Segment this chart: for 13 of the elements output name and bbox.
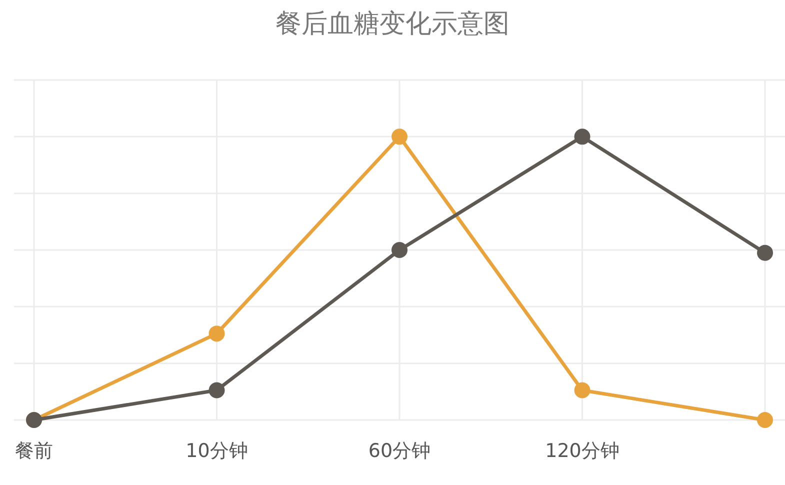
point: [392, 242, 408, 258]
point: [574, 128, 590, 145]
point: [208, 382, 225, 398]
point: [208, 326, 225, 342]
x-tick-label: 餐前: [15, 440, 53, 462]
point: [757, 412, 773, 428]
chart-title: 餐后血糖变化示意图: [276, 9, 510, 39]
point: [392, 128, 408, 145]
point: [574, 382, 590, 398]
point: [757, 244, 773, 261]
x-tick-label: 120分钟: [545, 440, 620, 462]
x-tick-label: 10分钟: [186, 440, 248, 462]
x-tick-label: 60分钟: [368, 440, 431, 462]
